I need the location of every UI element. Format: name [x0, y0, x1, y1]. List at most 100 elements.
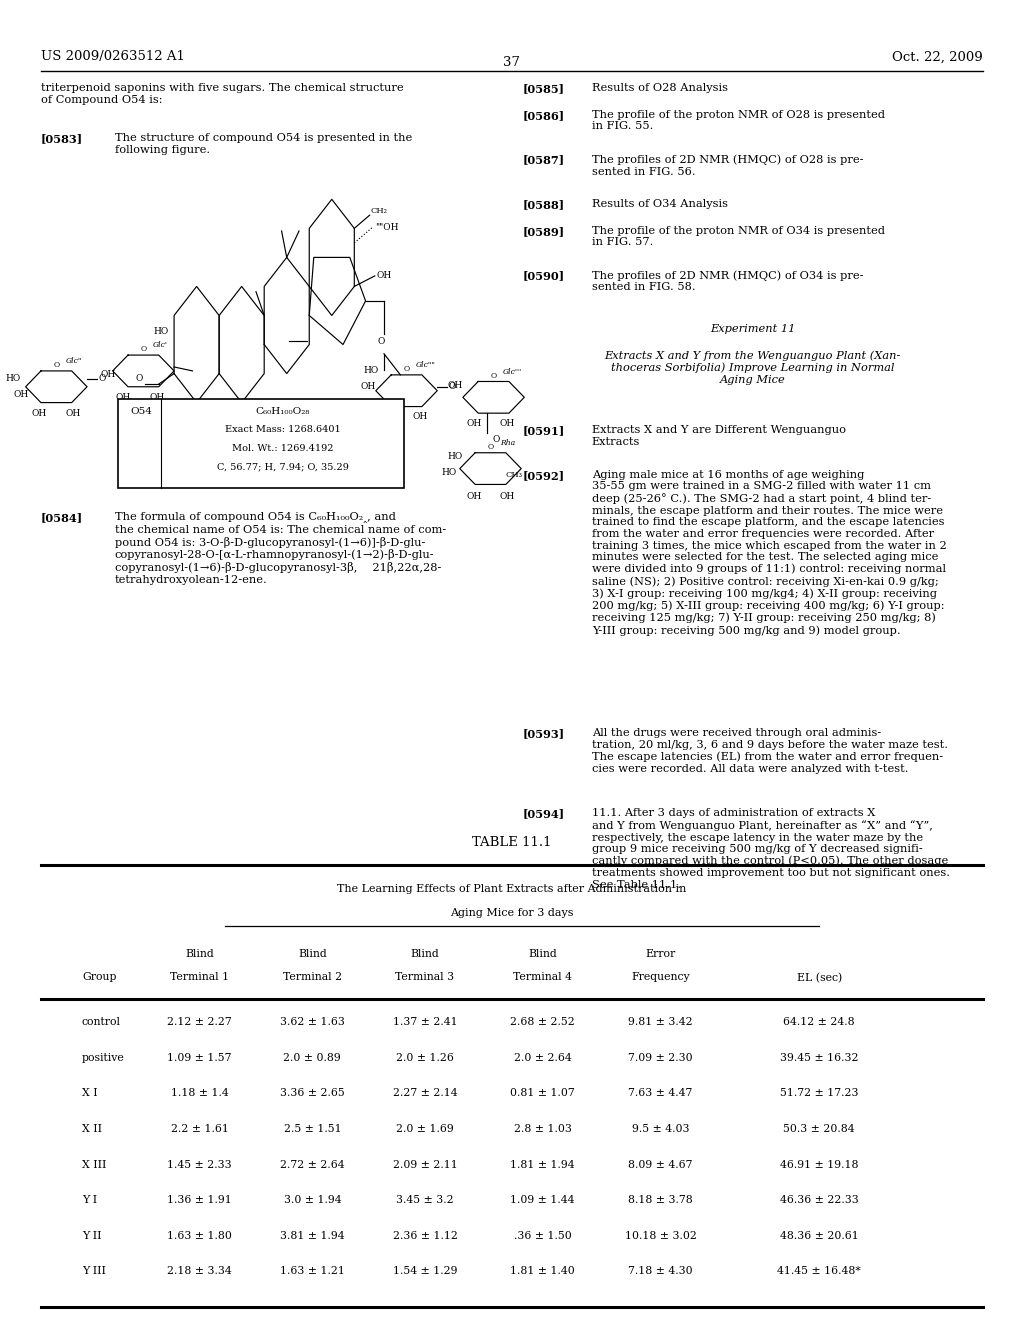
- Text: Terminal 1: Terminal 1: [170, 973, 229, 982]
- Text: positive: positive: [82, 1052, 125, 1063]
- Text: Glc": Glc": [66, 356, 82, 364]
- Text: 9.81 ± 3.42: 9.81 ± 3.42: [628, 1016, 693, 1027]
- Text: 1.37 ± 2.41: 1.37 ± 2.41: [392, 1016, 458, 1027]
- Text: Blind: Blind: [298, 949, 327, 960]
- Text: The profiles of 2D NMR (HMQC) of O28 is pre-
sented in FIG. 56.: The profiles of 2D NMR (HMQC) of O28 is …: [592, 154, 863, 177]
- Text: OH: OH: [32, 408, 47, 417]
- Text: C₆₀H₁₀₀O₂₈: C₆₀H₁₀₀O₂₈: [255, 407, 310, 416]
- Text: TABLE 11.1: TABLE 11.1: [472, 836, 552, 849]
- Text: Experiment 11: Experiment 11: [710, 323, 796, 334]
- Text: 2.2 ± 1.61: 2.2 ± 1.61: [171, 1123, 228, 1134]
- Text: 2.09 ± 2.11: 2.09 ± 2.11: [392, 1159, 458, 1170]
- Text: The profile of the proton NMR of O34 is presented
in FIG. 57.: The profile of the proton NMR of O34 is …: [592, 226, 885, 247]
- Text: OH: OH: [500, 418, 515, 428]
- Text: Blind: Blind: [185, 949, 214, 960]
- Text: [0593]: [0593]: [522, 729, 564, 739]
- Text: All the drugs were received through oral adminis-
tration, 20 ml/kg, 3, 6 and 9 : All the drugs were received through oral…: [592, 729, 948, 774]
- Text: Y II: Y II: [82, 1230, 101, 1241]
- Text: 2.72 ± 2.64: 2.72 ± 2.64: [280, 1159, 345, 1170]
- Text: Glc"": Glc"": [416, 360, 435, 368]
- Text: triterpenoid saponins with five sugars. The chemical structure
of Compound O54 i: triterpenoid saponins with five sugars. …: [41, 83, 403, 104]
- Text: 7.18 ± 4.30: 7.18 ± 4.30: [628, 1266, 693, 1276]
- Text: 1.18 ± 1.4: 1.18 ± 1.4: [171, 1088, 228, 1098]
- Text: 2.68 ± 2.52: 2.68 ± 2.52: [510, 1016, 575, 1027]
- Text: 10.18 ± 3.02: 10.18 ± 3.02: [625, 1230, 696, 1241]
- Text: Frequency: Frequency: [631, 973, 690, 982]
- Text: Glc''': Glc''': [503, 367, 522, 375]
- Text: OH: OH: [13, 391, 29, 399]
- Text: [0585]: [0585]: [522, 83, 564, 94]
- Text: The Learning Effects of Plant Extracts after Administration in: The Learning Effects of Plant Extracts a…: [337, 884, 687, 895]
- Text: X I: X I: [82, 1088, 97, 1098]
- Text: 1.45 ± 2.33: 1.45 ± 2.33: [167, 1159, 232, 1170]
- Text: Extracts X and Y are Different Wenguanguo
Extracts: Extracts X and Y are Different Wenguangu…: [592, 425, 846, 447]
- Text: 2.36 ± 1.12: 2.36 ± 1.12: [392, 1230, 458, 1241]
- Text: control: control: [82, 1016, 121, 1027]
- Text: Error: Error: [645, 949, 676, 960]
- Text: 0.81 ± 1.07: 0.81 ± 1.07: [510, 1088, 575, 1098]
- Text: 2.5 ± 1.51: 2.5 ± 1.51: [284, 1123, 341, 1134]
- Text: 64.12 ± 24.8: 64.12 ± 24.8: [783, 1016, 855, 1027]
- Text: HO: HO: [5, 375, 20, 383]
- Text: 7.09 ± 2.30: 7.09 ± 2.30: [628, 1052, 693, 1063]
- Text: 3.62 ± 1.63: 3.62 ± 1.63: [280, 1016, 345, 1027]
- Text: Terminal 3: Terminal 3: [395, 973, 455, 982]
- Text: 3.45 ± 3.2: 3.45 ± 3.2: [396, 1195, 454, 1205]
- Text: OH: OH: [466, 418, 481, 428]
- Text: 11.1. After 3 days of administration of extracts X
and Y from Wenguanguo Plant, : 11.1. After 3 days of administration of …: [592, 808, 950, 890]
- Text: 2.0 ± 2.64: 2.0 ± 2.64: [514, 1052, 571, 1063]
- Text: OH: OH: [150, 392, 165, 401]
- Text: O: O: [377, 337, 385, 346]
- Text: 3.0 ± 1.94: 3.0 ± 1.94: [284, 1195, 341, 1205]
- Text: The structure of compound O54 is presented in the
following figure.: The structure of compound O54 is present…: [115, 133, 412, 154]
- Text: [0583]: [0583]: [41, 133, 83, 144]
- Text: Mol. Wt.: 1269.4192: Mol. Wt.: 1269.4192: [231, 444, 334, 453]
- Text: Blind: Blind: [528, 949, 557, 960]
- Text: 8.09 ± 4.67: 8.09 ± 4.67: [629, 1159, 692, 1170]
- Text: 39.45 ± 16.32: 39.45 ± 16.32: [780, 1052, 858, 1063]
- Text: X III: X III: [82, 1159, 106, 1170]
- Text: .36 ± 1.50: .36 ± 1.50: [514, 1230, 571, 1241]
- Text: O: O: [490, 371, 497, 380]
- Text: Blind: Blind: [411, 949, 439, 960]
- Text: 1.81 ± 1.94: 1.81 ± 1.94: [510, 1159, 575, 1170]
- Text: 1.09 ± 1.57: 1.09 ± 1.57: [168, 1052, 231, 1063]
- Text: Aging male mice at 16 months of age weighing
35-55 gm were trained in a SMG-2 fi: Aging male mice at 16 months of age weig…: [592, 470, 946, 636]
- Text: 1.63 ± 1.80: 1.63 ± 1.80: [167, 1230, 232, 1241]
- Text: OH: OH: [377, 272, 392, 280]
- Text: HO: HO: [447, 453, 463, 461]
- Text: [0592]: [0592]: [522, 470, 564, 480]
- Text: [0591]: [0591]: [522, 425, 564, 437]
- Text: 2.0 ± 1.69: 2.0 ± 1.69: [396, 1123, 454, 1134]
- Text: 9.5 ± 4.03: 9.5 ± 4.03: [632, 1123, 689, 1134]
- Text: 3.36 ± 2.65: 3.36 ± 2.65: [280, 1088, 345, 1098]
- Text: [0589]: [0589]: [522, 226, 564, 236]
- Text: Extracts X and Y from the Wenguanguo Plant (Xan-
thoceras Sorbifolia) Improve Le: Extracts X and Y from the Wenguanguo Pla…: [604, 350, 901, 385]
- Text: X II: X II: [82, 1123, 102, 1134]
- Text: Y III: Y III: [82, 1266, 105, 1276]
- Text: [0584]: [0584]: [41, 512, 83, 523]
- Text: 2.0 ± 0.89: 2.0 ± 0.89: [284, 1052, 341, 1063]
- Text: The profile of the proton NMR of O28 is presented
in FIG. 55.: The profile of the proton NMR of O28 is …: [592, 110, 885, 132]
- Text: O: O: [403, 364, 410, 374]
- Text: 1.36 ± 1.91: 1.36 ± 1.91: [167, 1195, 232, 1205]
- Text: CH₃: CH₃: [506, 470, 523, 479]
- Text: ""OH: ""OH: [375, 223, 398, 231]
- Text: 2.0 ± 1.26: 2.0 ± 1.26: [396, 1052, 454, 1063]
- Text: 51.72 ± 17.23: 51.72 ± 17.23: [780, 1088, 858, 1098]
- Text: CH₂: CH₂: [371, 207, 388, 215]
- Text: 48.36 ± 20.61: 48.36 ± 20.61: [780, 1230, 858, 1241]
- Text: OH: OH: [360, 383, 376, 391]
- Text: 3.81 ± 1.94: 3.81 ± 1.94: [280, 1230, 345, 1241]
- Text: [0587]: [0587]: [522, 154, 564, 165]
- Text: Rha: Rha: [500, 438, 515, 446]
- Text: Exact Mass: 1268.6401: Exact Mass: 1268.6401: [224, 425, 341, 434]
- Text: 7.63 ± 4.47: 7.63 ± 4.47: [629, 1088, 692, 1098]
- Text: 1.81 ± 1.40: 1.81 ± 1.40: [510, 1266, 575, 1276]
- Text: Terminal 4: Terminal 4: [513, 973, 572, 982]
- Text: O: O: [98, 375, 105, 383]
- Text: Oct. 22, 2009: Oct. 22, 2009: [892, 50, 983, 63]
- Text: The profiles of 2D NMR (HMQC) of O34 is pre-
sented in FIG. 58.: The profiles of 2D NMR (HMQC) of O34 is …: [592, 271, 863, 293]
- Text: 1.54 ± 1.29: 1.54 ± 1.29: [393, 1266, 457, 1276]
- Text: OH: OH: [466, 492, 481, 502]
